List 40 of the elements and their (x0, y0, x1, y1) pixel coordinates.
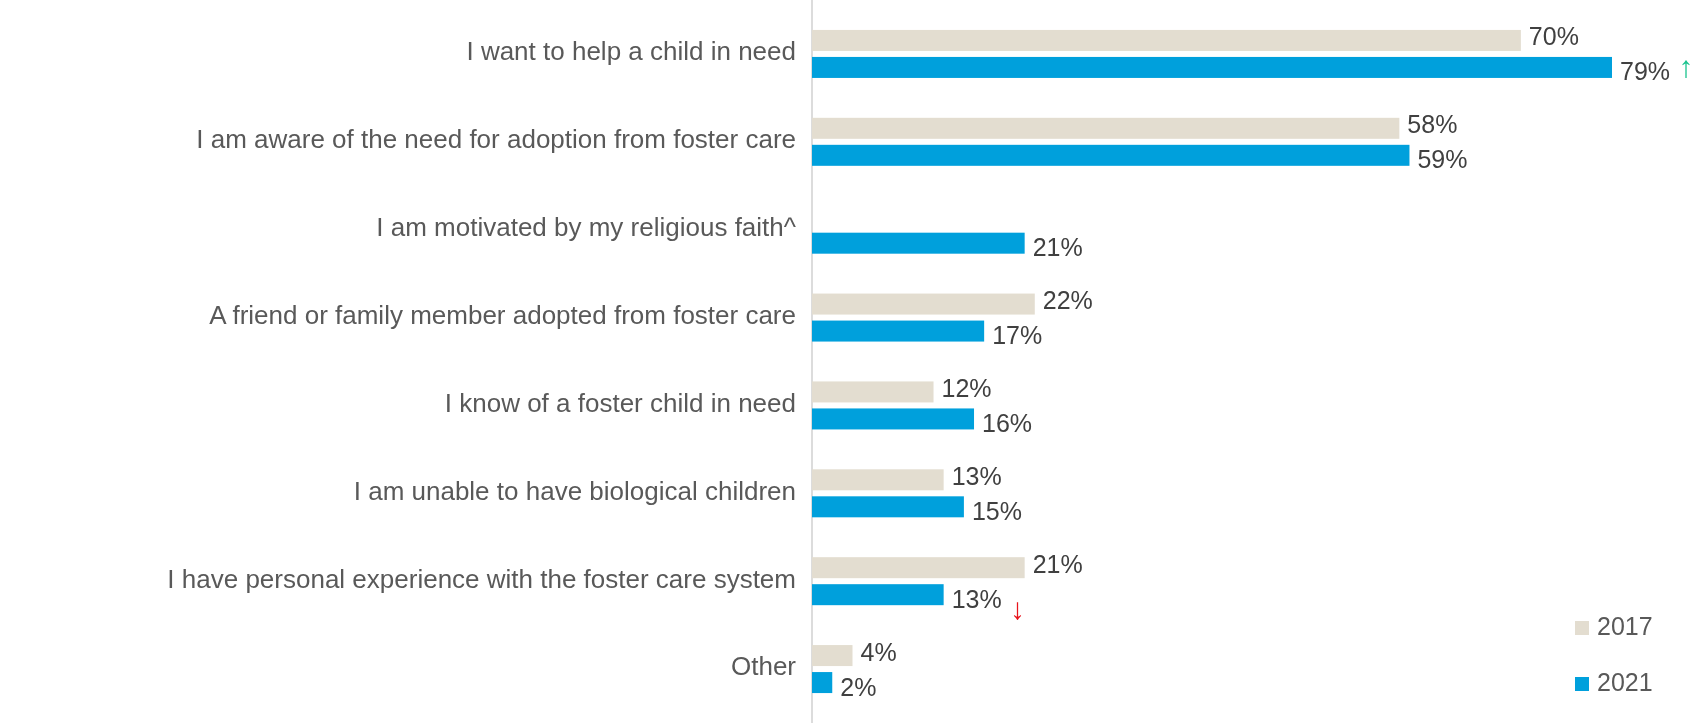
bar (812, 557, 1025, 579)
data-label: 58% (1407, 109, 1458, 138)
bar (812, 117, 1400, 139)
y-tick-label: Other (730, 651, 797, 682)
bar (812, 584, 944, 606)
data-label: 12% (941, 373, 992, 402)
bar (812, 496, 964, 518)
bar (812, 232, 1025, 254)
y-tick-label: A friend or family member adopted from foster care (209, 299, 796, 330)
y-tick-label: I am motivated by my religious faith^ (376, 212, 797, 243)
bar (812, 469, 944, 491)
bar (812, 29, 1521, 51)
data-label: 2% (840, 672, 877, 701)
data-label: 17% (992, 320, 1043, 349)
bar (812, 645, 853, 667)
legend-label: 2021 (1597, 667, 1653, 696)
data-label: 22% (1042, 285, 1093, 314)
data-label: 13% ↓ (951, 584, 1026, 625)
y-tick-label: I have personal experience with the foster care system (167, 563, 796, 594)
data-label: 79% ↑ (1620, 50, 1694, 86)
data-label: 15% (971, 496, 1022, 525)
data-label: 21% (1032, 549, 1083, 578)
bar (812, 144, 1410, 166)
data-label: 16% (982, 408, 1033, 437)
legend-label: 2017 (1597, 611, 1653, 640)
bar (812, 320, 985, 342)
data-label: 21% (1032, 232, 1083, 261)
data-label: 4% (860, 637, 897, 666)
bar (812, 381, 934, 403)
y-tick-label: I am unable to have biological children (353, 475, 796, 506)
data-label: 70% (1528, 22, 1579, 51)
bar (812, 408, 975, 430)
bar (812, 293, 1035, 315)
bar (812, 56, 1612, 78)
y-tick-label: I want to help a child in need (466, 36, 796, 67)
y-tick-label: I am aware of the need for adoption from foster care (196, 124, 796, 155)
data-label: 59% (1417, 144, 1468, 173)
bar (812, 672, 833, 694)
data-label: 13% (951, 461, 1002, 490)
y-tick-label: I know of a foster child in need (444, 387, 796, 418)
